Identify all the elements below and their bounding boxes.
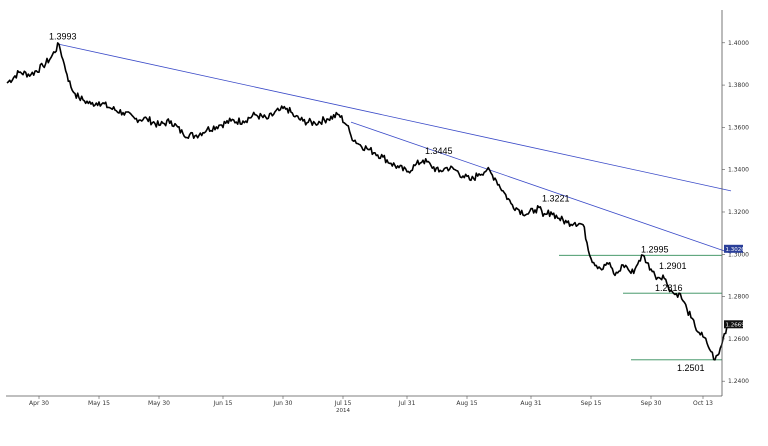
y-tick-label: 1.3400 xyxy=(728,167,749,174)
price-line xyxy=(6,42,732,361)
price-badges: 1.3026 1.2669 xyxy=(724,244,746,329)
y-tick-label: 1.3600 xyxy=(728,124,749,131)
price-annotation: 1.2816 xyxy=(655,283,683,293)
price-annotation: 1.2995 xyxy=(641,244,669,254)
y-tick-label: 1.2600 xyxy=(728,336,749,343)
y-tick-label: 1.4000 xyxy=(728,40,749,47)
price-annotation: 1.3221 xyxy=(542,194,570,204)
y-tick-label: 1.3200 xyxy=(728,209,749,216)
x-tick-label: Oct 13 xyxy=(693,400,713,407)
x-tick-label: Jul 15 xyxy=(334,400,352,407)
price-annotation: 1.3993 xyxy=(49,31,77,41)
price-badge-label: 1.3026 xyxy=(726,247,746,253)
axes: 1.4000 1.3800 1.3600 1.3400 1.3200 1.3000 1.28… xyxy=(6,10,749,414)
y-tick-label: 1.3000 xyxy=(728,251,749,258)
x-tick-label: Sep 15 xyxy=(581,400,602,407)
price-annotation: 1.2501 xyxy=(677,363,705,373)
price-badge xyxy=(724,320,743,329)
trendlines xyxy=(58,43,732,254)
trendline xyxy=(58,43,732,192)
x-tick-label: May 30 xyxy=(148,400,170,407)
trendline xyxy=(350,121,732,254)
x-tick-label: Jun 15 xyxy=(213,400,233,407)
price-badge xyxy=(724,244,743,253)
support-lines xyxy=(559,254,722,361)
y-tick-label: 1.2800 xyxy=(728,294,749,301)
x-tick-label: May 15 xyxy=(88,400,110,407)
x-tick-label: Aug 31 xyxy=(520,400,541,407)
price-annotation: 1.3445 xyxy=(425,146,453,156)
y-tick-label: 1.3800 xyxy=(728,82,749,89)
y-tick-label: 1.2400 xyxy=(728,378,749,385)
price-annotations: 1.3993 1.3445 1.3221 1.2995 1.2901 1.2816 1.25… xyxy=(49,31,705,373)
x-tick-label: Jun 30 xyxy=(273,400,293,407)
x-tick-label: Aug 15 xyxy=(456,400,477,407)
price-series xyxy=(6,42,732,361)
x-tick-label: Apr 30 xyxy=(29,400,49,407)
year-label: 2014 xyxy=(336,408,350,414)
x-tick-label: Sep 30 xyxy=(641,400,662,407)
x-tick-label: Jul 31 xyxy=(398,400,416,407)
price-annotation: 1.2901 xyxy=(659,261,687,271)
price-badge-label: 1.2669 xyxy=(726,322,746,328)
